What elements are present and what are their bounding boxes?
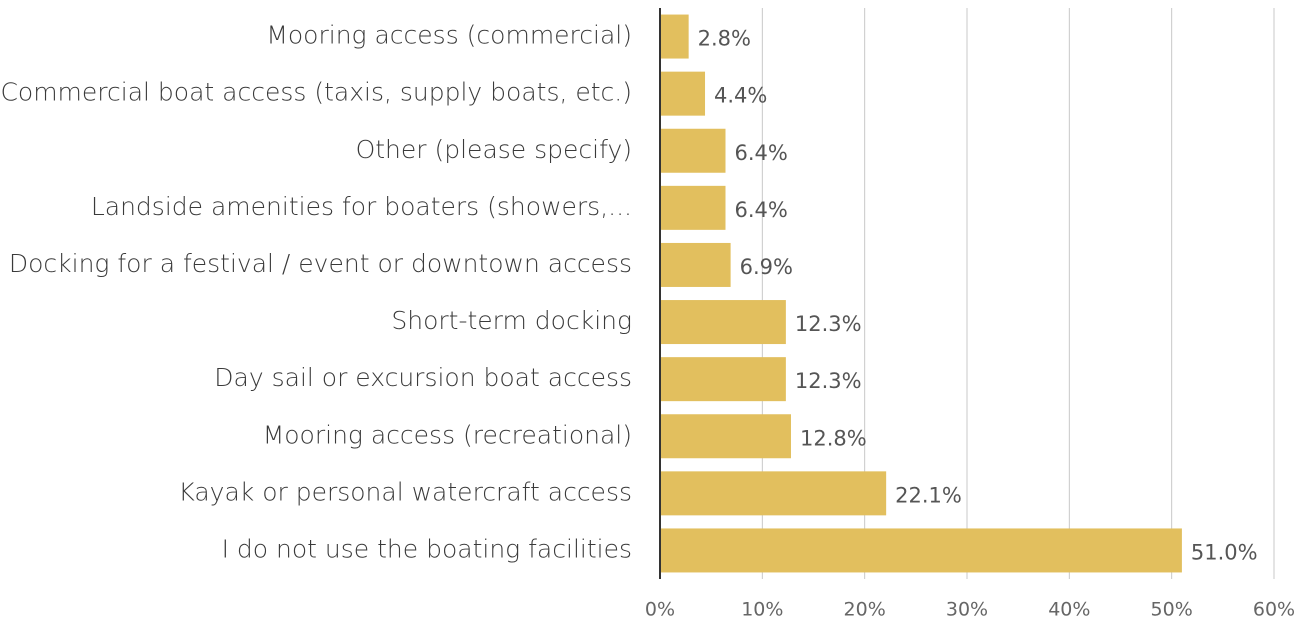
x-tick-label: 40% — [1048, 599, 1090, 621]
bar — [660, 128, 726, 173]
x-tick-label: 10% — [741, 599, 783, 621]
category-label: Landside amenities for boaters (showers,… — [91, 192, 632, 221]
value-label: 12.3% — [795, 312, 862, 336]
value-label: 51.0% — [1191, 540, 1258, 564]
value-label: 22.1% — [895, 483, 962, 507]
bar — [660, 185, 726, 230]
x-tick-label: 0% — [645, 599, 675, 621]
value-label: 2.8% — [698, 27, 751, 51]
bar — [660, 71, 706, 116]
bar — [660, 14, 689, 59]
bar — [660, 357, 786, 402]
category-label: Docking for a festival / event or downto… — [9, 249, 632, 278]
value-label: 12.8% — [800, 426, 867, 450]
category-label: Other (please specify) — [356, 135, 632, 164]
category-label: Day sail or excursion boat access — [214, 363, 632, 392]
category-label: Commercial boat access (taxis, supply bo… — [0, 78, 632, 107]
category-label: Mooring access (recreational) — [263, 420, 632, 449]
x-tick-label: 50% — [1151, 599, 1193, 621]
value-label: 6.9% — [740, 255, 793, 279]
category-label: Short-term docking — [391, 306, 632, 335]
value-label: 6.4% — [734, 198, 787, 222]
value-label: 4.4% — [714, 84, 767, 108]
bar — [660, 528, 1182, 573]
x-tick-label: 60% — [1253, 599, 1295, 621]
bar — [660, 414, 791, 459]
bar — [660, 300, 786, 345]
category-label: I do not use the boating facilities — [222, 534, 632, 563]
value-label: 12.3% — [795, 369, 862, 393]
value-label: 6.4% — [734, 141, 787, 165]
bar — [660, 471, 887, 516]
category-label: Mooring access (commercial) — [266, 21, 632, 50]
x-tick-label: 20% — [844, 599, 886, 621]
x-tick-label: 30% — [946, 599, 988, 621]
bar — [660, 242, 731, 287]
category-label: Kayak or personal watercraft access — [178, 477, 632, 506]
